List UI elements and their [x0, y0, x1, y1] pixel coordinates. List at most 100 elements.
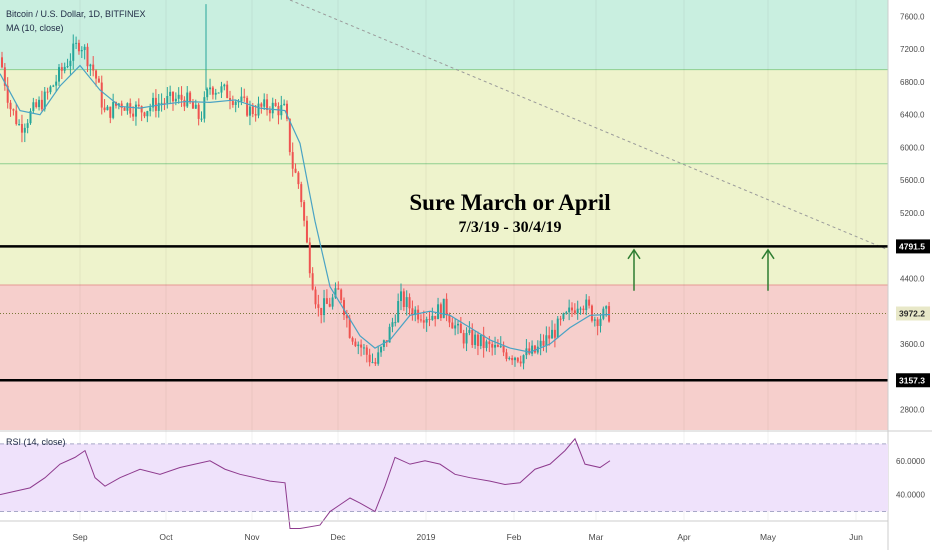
candle-body[interactable]: [254, 114, 257, 116]
candle-body[interactable]: [605, 306, 608, 309]
candle-body[interactable]: [46, 91, 49, 93]
candle-body[interactable]: [3, 67, 6, 86]
candle-body[interactable]: [183, 99, 186, 107]
candle-body[interactable]: [434, 315, 437, 320]
candle-body[interactable]: [32, 102, 35, 112]
candle-body[interactable]: [417, 309, 420, 320]
candle-body[interactable]: [445, 298, 448, 316]
candle-body[interactable]: [454, 325, 457, 329]
candle-body[interactable]: [234, 101, 237, 106]
candle-body[interactable]: [371, 362, 374, 364]
candle-body[interactable]: [462, 333, 465, 344]
candle-body[interactable]: [86, 46, 89, 67]
candle-body[interactable]: [300, 184, 303, 203]
candle-body[interactable]: [18, 124, 21, 126]
candle-body[interactable]: [488, 341, 491, 345]
candle-body[interactable]: [120, 103, 123, 108]
candle-body[interactable]: [590, 305, 593, 321]
candle-body[interactable]: [214, 92, 217, 95]
candle-body[interactable]: [29, 111, 32, 124]
candle-body[interactable]: [83, 46, 86, 51]
candle-body[interactable]: [405, 297, 408, 307]
candle-body[interactable]: [89, 64, 92, 67]
candle-body[interactable]: [197, 104, 200, 119]
candle-body[interactable]: [314, 289, 317, 305]
candle-body[interactable]: [77, 42, 80, 52]
candle-body[interactable]: [109, 106, 112, 118]
candle-body[interactable]: [388, 326, 391, 343]
candle-body[interactable]: [63, 66, 66, 71]
candle-body[interactable]: [394, 322, 397, 324]
candle-body[interactable]: [317, 304, 320, 308]
candle-body[interactable]: [482, 334, 485, 348]
candle-body[interactable]: [337, 288, 340, 290]
candle-body[interactable]: [12, 109, 15, 111]
candle-body[interactable]: [331, 297, 334, 307]
rsi-legend[interactable]: RSI (14, close): [6, 437, 66, 447]
candle-body[interactable]: [457, 323, 459, 326]
candle-body[interactable]: [425, 318, 428, 323]
candle-body[interactable]: [562, 313, 565, 320]
candle-body[interactable]: [220, 86, 223, 93]
candle-body[interactable]: [246, 97, 249, 116]
candle-body[interactable]: [596, 319, 599, 326]
candle-body[interactable]: [568, 307, 571, 313]
candle-body[interactable]: [223, 84, 226, 87]
candle-body[interactable]: [38, 99, 41, 108]
candle-body[interactable]: [311, 273, 314, 290]
candle-body[interactable]: [485, 341, 488, 348]
candle-body[interactable]: [468, 329, 471, 333]
candle-body[interactable]: [291, 152, 294, 169]
candle-body[interactable]: [294, 168, 297, 173]
candle-body[interactable]: [72, 43, 75, 61]
candle-body[interactable]: [354, 341, 357, 347]
candle-body[interactable]: [437, 304, 440, 320]
candle-body[interactable]: [137, 104, 140, 107]
candle-body[interactable]: [345, 315, 348, 319]
symbol-legend[interactable]: Bitcoin / U.S. Dollar, 1D, BITFINEX: [6, 9, 146, 19]
candle-body[interactable]: [271, 102, 274, 114]
candle-body[interactable]: [465, 332, 468, 344]
candle-body[interactable]: [531, 345, 534, 354]
candle-body[interactable]: [75, 42, 78, 44]
candle-body[interactable]: [539, 340, 542, 347]
candle-body[interactable]: [505, 352, 508, 359]
candle-body[interactable]: [58, 67, 60, 82]
candle-body[interactable]: [69, 60, 72, 67]
candle-body[interactable]: [172, 91, 174, 102]
candle-body[interactable]: [174, 98, 177, 102]
candle-body[interactable]: [576, 308, 579, 314]
candle-body[interactable]: [553, 329, 556, 338]
candle-body[interactable]: [146, 111, 149, 117]
candle-body[interactable]: [286, 103, 288, 119]
candle-body[interactable]: [422, 320, 425, 323]
candle-body[interactable]: [217, 92, 220, 94]
trendline-dashed[interactable]: [289, 0, 889, 251]
candle-body[interactable]: [514, 357, 516, 361]
candle-body[interactable]: [571, 307, 573, 311]
candle-body[interactable]: [365, 347, 368, 355]
candle-body[interactable]: [132, 113, 135, 117]
candle-body[interactable]: [476, 334, 479, 347]
candle-body[interactable]: [559, 318, 562, 320]
candle-body[interactable]: [237, 101, 240, 103]
candle-body[interactable]: [180, 94, 183, 100]
candle-body[interactable]: [474, 334, 477, 346]
candle-body[interactable]: [52, 85, 55, 87]
price-axis[interactable]: [888, 0, 932, 550]
candle-body[interactable]: [602, 308, 605, 319]
candle-body[interactable]: [511, 358, 514, 361]
candle-body[interactable]: [117, 103, 120, 106]
candle-body[interactable]: [97, 78, 100, 83]
candle-body[interactable]: [451, 322, 454, 329]
candle-body[interactable]: [248, 106, 251, 116]
candle-body[interactable]: [92, 64, 95, 71]
candle-body[interactable]: [240, 96, 243, 102]
candle-body[interactable]: [160, 102, 163, 104]
candle-body[interactable]: [186, 92, 189, 107]
candle-body[interactable]: [49, 86, 52, 93]
candle-body[interactable]: [163, 102, 166, 104]
candle-body[interactable]: [343, 300, 345, 316]
candle-body[interactable]: [211, 87, 214, 95]
